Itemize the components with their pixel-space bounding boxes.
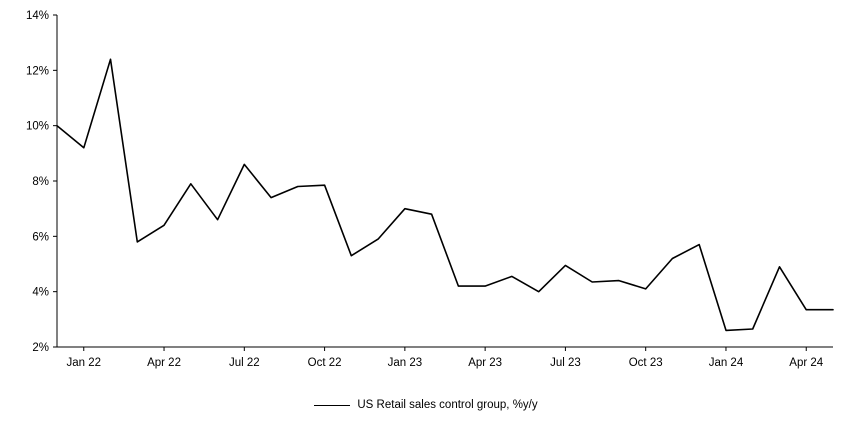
y-tick-label: 14%	[26, 10, 49, 22]
x-tick-label: Jul 22	[229, 357, 260, 369]
y-tick-label: 2%	[32, 342, 49, 354]
y-tick-label: 4%	[32, 287, 49, 299]
y-tick-label: 12%	[26, 65, 49, 77]
x-tick-label: Apr 23	[468, 357, 502, 369]
x-tick-label: Jan 22	[66, 357, 101, 369]
x-tick-label: Oct 22	[308, 357, 342, 369]
x-tick-label: Apr 22	[147, 357, 181, 369]
x-tick-label: Jan 23	[388, 357, 423, 369]
y-tick-label: 8%	[32, 176, 49, 188]
data-series-line	[56, 58, 834, 332]
legend-label: US Retail sales control group, %y/y	[357, 399, 538, 411]
x-tick-label: Jan 24	[709, 357, 744, 369]
legend-line-icon	[314, 404, 351, 406]
chart-legend: US Retail sales control group, %y/y	[0, 399, 852, 411]
x-tick-label: Apr 24	[789, 357, 823, 369]
y-tick-label: 6%	[32, 231, 49, 243]
x-tick-label: Jul 23	[550, 357, 581, 369]
x-tick-label: Oct 23	[629, 357, 663, 369]
y-tick-label: 10%	[26, 121, 49, 133]
